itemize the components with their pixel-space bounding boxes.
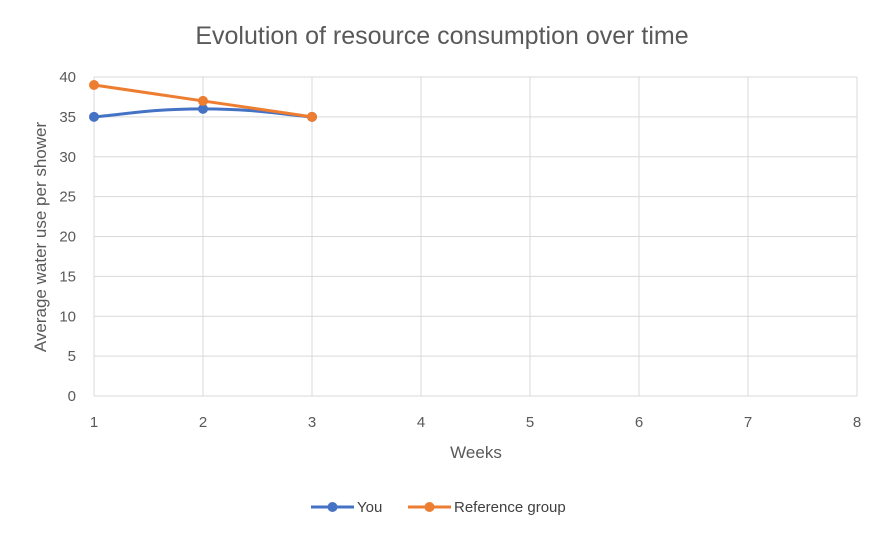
y-tick-label: 30 <box>59 149 76 166</box>
y-tick-label: 5 <box>68 348 76 365</box>
legend-label-reference-group: Reference group <box>454 499 566 516</box>
legend-marker-reference-group <box>424 502 435 512</box>
y-axis-title: Average water use per shower <box>31 122 50 353</box>
x-tick-label: 6 <box>635 414 643 431</box>
grid <box>93 76 858 397</box>
x-tick-label: 2 <box>199 414 207 431</box>
series <box>89 79 317 122</box>
data-point-reference-group <box>307 111 317 122</box>
legend-marker-you <box>327 502 338 512</box>
data-point-you <box>198 103 208 114</box>
y-tick-label: 10 <box>59 308 76 325</box>
x-tick-label: 1 <box>90 414 98 431</box>
x-tick-label: 5 <box>526 414 534 431</box>
chart-title: Evolution of resource consumption over t… <box>195 22 688 50</box>
legend-item-you: You <box>311 499 382 516</box>
legend-label-you: You <box>357 499 382 516</box>
x-tick-label: 7 <box>744 414 752 431</box>
tick-labels: 0 5 10 15 20 25 30 35 40 1 2 3 4 5 6 7 8 <box>59 69 861 431</box>
y-tick-label: 25 <box>59 189 76 206</box>
data-point-you <box>89 111 99 122</box>
data-point-reference-group <box>89 79 99 90</box>
legend-item-reference-group: Reference group <box>408 499 566 516</box>
x-tick-label: 8 <box>853 414 861 431</box>
data-point-reference-group <box>198 95 208 106</box>
legend: You Reference group <box>311 499 566 516</box>
x-tick-label: 4 <box>417 414 425 431</box>
x-tick-label: 3 <box>308 414 316 431</box>
y-tick-label: 20 <box>59 229 76 246</box>
y-tick-label: 15 <box>59 268 76 285</box>
series-reference-group <box>89 79 317 122</box>
y-tick-label: 35 <box>59 109 76 126</box>
y-tick-label: 0 <box>68 388 76 405</box>
y-tick-label: 40 <box>59 69 76 86</box>
x-axis-title: Weeks <box>450 443 502 462</box>
